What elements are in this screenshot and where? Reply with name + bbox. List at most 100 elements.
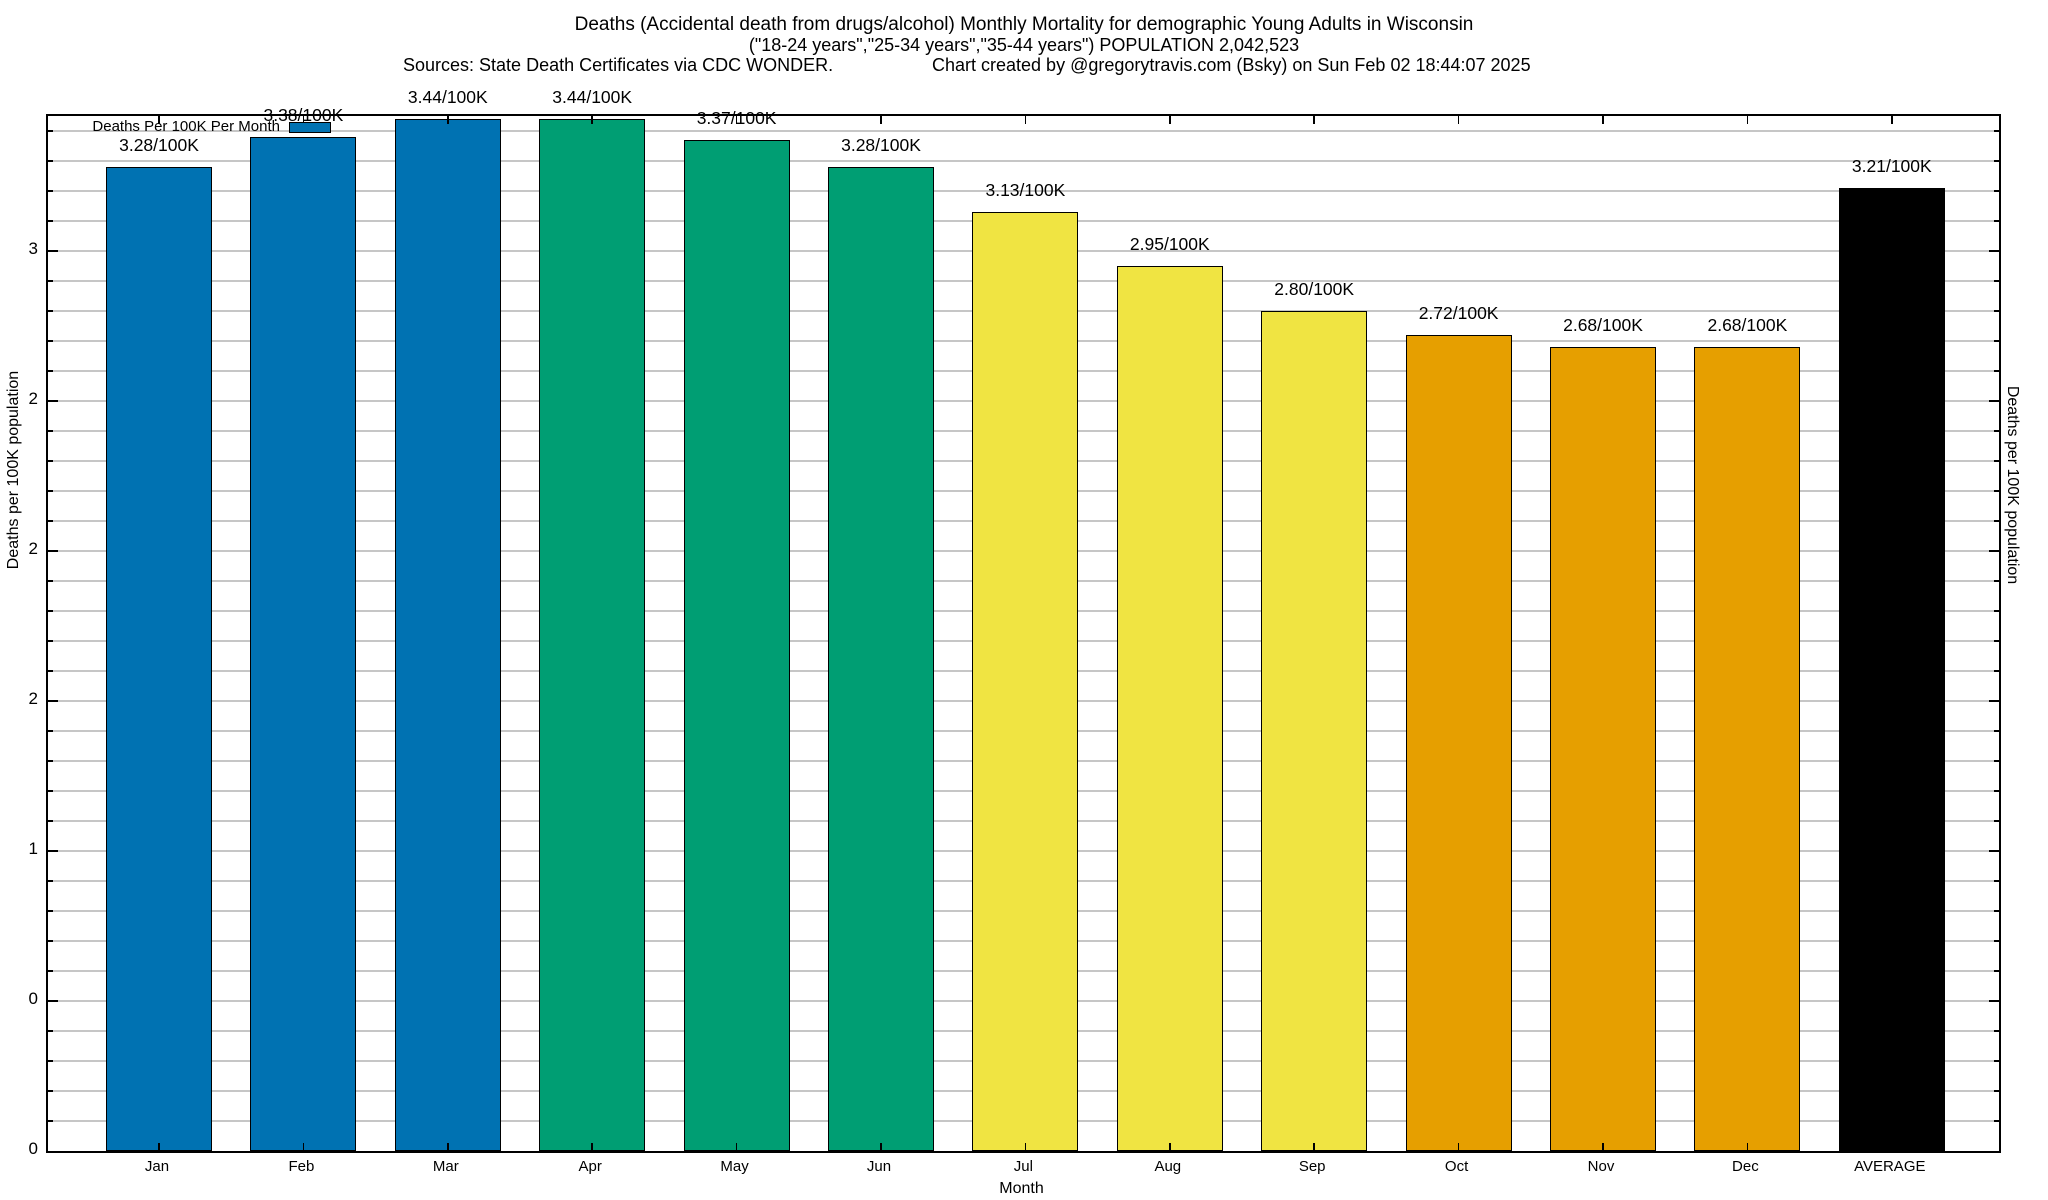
bar-sep — [1261, 311, 1368, 1151]
y-minor-tick-left — [48, 670, 53, 672]
x-tick-label-nov: Nov — [1587, 1158, 1615, 1175]
y-major-tick-right — [1989, 850, 1999, 852]
gridline — [48, 190, 1999, 192]
y-major-tick-left — [48, 1000, 58, 1002]
y-minor-tick-right — [1994, 730, 1999, 732]
x-mirror-tick-top — [302, 116, 305, 124]
y-minor-tick-left — [48, 490, 53, 492]
y-minor-tick-left — [48, 760, 53, 762]
y-axis-title-right: Deaths per 100K population — [2004, 385, 2021, 585]
y-minor-tick-left — [48, 520, 53, 522]
x-mirror-tick-top — [447, 116, 449, 124]
x-tick-bottom — [735, 1143, 738, 1151]
y-minor-tick-right — [1994, 760, 1999, 762]
y-minor-tick-left — [48, 880, 53, 882]
bar-value-label: 2.95/100K — [1129, 234, 1210, 254]
bar-mar — [394, 119, 501, 1151]
y-minor-tick-left — [48, 340, 53, 342]
y-minor-tick-right — [1994, 340, 1999, 342]
y-minor-tick-left — [48, 820, 53, 822]
chart-sources: Sources: State Death Certificates via CD… — [403, 55, 834, 75]
x-tick-bottom — [1169, 1143, 1171, 1151]
y-minor-tick-right — [1994, 460, 1999, 462]
y-minor-tick-left — [48, 310, 53, 312]
y-minor-tick-right — [1994, 580, 1999, 582]
x-mirror-tick-top — [735, 116, 738, 124]
y-minor-tick-right — [1994, 790, 1999, 792]
bar-average — [1838, 188, 1945, 1151]
x-mirror-tick-top — [1602, 116, 1604, 124]
y-minor-tick-right — [1994, 940, 1999, 942]
y-minor-tick-right — [1994, 1060, 1999, 1062]
plot-area: 3.28/100K 3.38/100K 3.44/100K 3.44/100K 3.37… — [46, 87, 2001, 1153]
x-tick-bottom — [158, 1143, 160, 1151]
bar-oct — [1405, 335, 1512, 1151]
y-minor-tick-left — [48, 610, 53, 612]
y-axis-title-left: Deaths per 100K population — [5, 370, 22, 570]
y-major-tick-right — [1989, 250, 1999, 252]
y-minor-tick-right — [1994, 130, 1999, 132]
x-tick-label-sep: Sep — [1298, 1158, 1326, 1175]
x-tick-label-mar: Mar — [432, 1158, 459, 1175]
y-minor-tick-right — [1994, 220, 1999, 222]
bar-value-label: 3.28/100K — [841, 135, 921, 155]
x-tick-bottom — [1891, 1143, 1893, 1151]
y-minor-tick-left — [48, 910, 53, 912]
y-major-tick-right — [1989, 1000, 1999, 1002]
y-minor-tick-right — [1994, 610, 1999, 612]
x-mirror-tick-top — [1746, 116, 1749, 124]
y-minor-tick-right — [1994, 640, 1999, 642]
y-tick-label: 3 — [28, 239, 38, 258]
bar-may — [683, 140, 790, 1151]
y-minor-tick-right — [1994, 970, 1999, 972]
y-minor-tick-left — [48, 280, 53, 282]
x-mirror-tick-top — [158, 116, 160, 124]
y-minor-tick-right — [1994, 160, 1999, 162]
bar-dec — [1694, 347, 1801, 1151]
y-minor-tick-left — [48, 1060, 53, 1062]
x-axis-title: Month — [999, 1180, 1044, 1197]
x-tick-label-oct: Oct — [1444, 1158, 1469, 1175]
y-major-tick-left — [48, 250, 58, 252]
y-minor-tick-right — [1994, 820, 1999, 822]
bar-aug — [1116, 266, 1223, 1151]
x-mirror-tick-top — [1313, 116, 1315, 124]
x-tick-label-average: AVERAGE — [1854, 1158, 1926, 1175]
bar-jun — [828, 167, 934, 1151]
bar-value-label: 3.44/100K — [552, 87, 633, 107]
bar-value-label: 3.37/100K — [696, 108, 777, 128]
y-minor-tick-right — [1994, 880, 1999, 882]
x-tick-label-apr: Apr — [578, 1158, 602, 1175]
y-minor-tick-left — [48, 160, 53, 162]
y-minor-tick-left — [48, 580, 53, 582]
x-mirror-tick-top — [591, 116, 593, 124]
x-tick-bottom — [1602, 1143, 1604, 1151]
legend-label: Deaths Per 100K Per Month — [92, 118, 280, 135]
chart-title-line1: Deaths (Accidental death from drugs/alco… — [574, 14, 1474, 35]
y-tick-label: 0 — [28, 1139, 38, 1158]
y-minor-tick-left — [48, 730, 53, 732]
y-minor-tick-left — [48, 130, 53, 132]
y-minor-tick-right — [1994, 370, 1999, 372]
y-minor-tick-right — [1994, 520, 1999, 522]
y-minor-tick-left — [48, 460, 53, 462]
y-minor-tick-left — [48, 1120, 53, 1122]
bar-value-label: 3.28/100K — [119, 135, 199, 155]
y-tick-label: 0 — [28, 989, 38, 1008]
y-minor-tick-right — [1994, 310, 1999, 312]
y-minor-tick-left — [48, 790, 53, 792]
bar-value-label: 3.21/100K — [1851, 156, 1932, 176]
y-minor-tick-left — [48, 640, 53, 642]
y-major-tick-left — [48, 550, 58, 552]
x-tick-label-feb: Feb — [288, 1158, 315, 1175]
y-tick-label: 2 — [28, 539, 38, 558]
bar-jan — [106, 167, 212, 1151]
x-tick-bottom — [880, 1143, 882, 1151]
bar-value-label: 3.44/100K — [407, 87, 488, 107]
bar-value-label: 2.80/100K — [1274, 279, 1355, 299]
x-tick-bottom — [302, 1143, 305, 1151]
y-minor-tick-right — [1994, 430, 1999, 432]
y-minor-tick-left — [48, 940, 53, 942]
y-minor-tick-left — [48, 430, 53, 432]
